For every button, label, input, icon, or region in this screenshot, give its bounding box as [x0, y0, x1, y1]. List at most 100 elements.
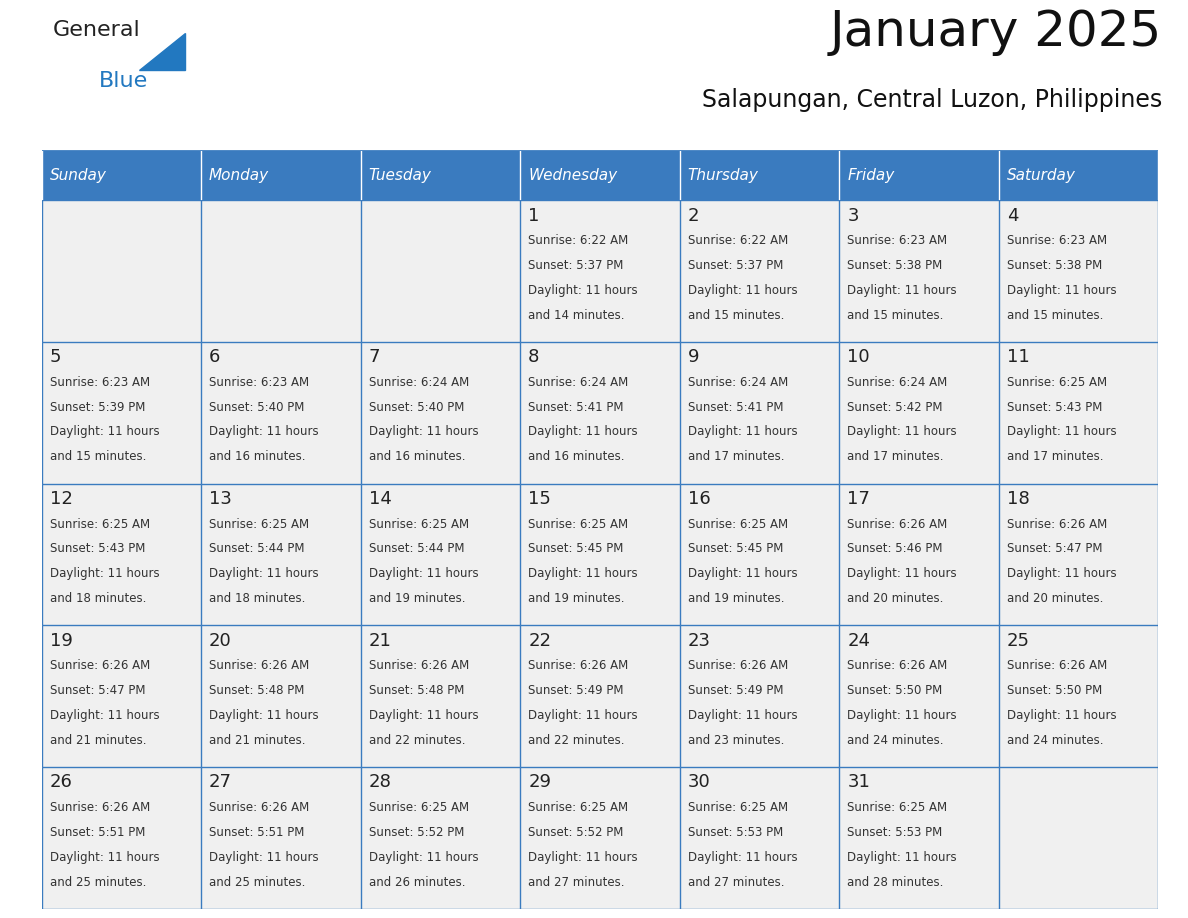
- Text: and 20 minutes.: and 20 minutes.: [1006, 592, 1104, 605]
- Text: Sunrise: 6:23 AM: Sunrise: 6:23 AM: [847, 234, 947, 247]
- Text: Daylight: 11 hours: Daylight: 11 hours: [209, 567, 318, 580]
- Text: Sunset: 5:52 PM: Sunset: 5:52 PM: [529, 826, 624, 839]
- Text: Daylight: 11 hours: Daylight: 11 hours: [50, 567, 159, 580]
- Text: General: General: [52, 20, 140, 40]
- Text: Wednesday: Wednesday: [529, 168, 618, 184]
- Text: and 28 minutes.: and 28 minutes.: [847, 876, 943, 889]
- Text: Sunrise: 6:26 AM: Sunrise: 6:26 AM: [209, 659, 309, 672]
- Text: Sunset: 5:51 PM: Sunset: 5:51 PM: [209, 826, 304, 839]
- FancyBboxPatch shape: [680, 767, 839, 909]
- Text: Sunrise: 6:25 AM: Sunrise: 6:25 AM: [50, 518, 150, 531]
- Text: 8: 8: [529, 348, 539, 366]
- Text: Daylight: 11 hours: Daylight: 11 hours: [847, 851, 956, 864]
- FancyBboxPatch shape: [520, 200, 680, 341]
- Text: Sunrise: 6:26 AM: Sunrise: 6:26 AM: [529, 659, 628, 672]
- Text: and 16 minutes.: and 16 minutes.: [529, 451, 625, 464]
- Text: 17: 17: [847, 490, 870, 508]
- FancyBboxPatch shape: [999, 767, 1158, 909]
- Text: and 16 minutes.: and 16 minutes.: [368, 451, 466, 464]
- Text: Sunrise: 6:25 AM: Sunrise: 6:25 AM: [529, 801, 628, 814]
- Text: Sunset: 5:41 PM: Sunset: 5:41 PM: [688, 400, 783, 414]
- FancyBboxPatch shape: [839, 767, 999, 909]
- Text: Sunrise: 6:26 AM: Sunrise: 6:26 AM: [847, 518, 948, 531]
- Text: Tuesday: Tuesday: [368, 168, 431, 184]
- Text: 2: 2: [688, 207, 700, 225]
- Text: and 15 minutes.: and 15 minutes.: [847, 308, 943, 321]
- FancyBboxPatch shape: [839, 341, 999, 484]
- Text: and 18 minutes.: and 18 minutes.: [50, 592, 146, 605]
- Text: Sunset: 5:52 PM: Sunset: 5:52 PM: [368, 826, 465, 839]
- FancyBboxPatch shape: [999, 625, 1158, 767]
- Text: 11: 11: [1006, 348, 1030, 366]
- Text: Sunrise: 6:26 AM: Sunrise: 6:26 AM: [368, 659, 469, 672]
- Text: Sunrise: 6:23 AM: Sunrise: 6:23 AM: [1006, 234, 1107, 247]
- Text: Sunset: 5:40 PM: Sunset: 5:40 PM: [368, 400, 465, 414]
- Text: Sunrise: 6:25 AM: Sunrise: 6:25 AM: [368, 801, 469, 814]
- FancyBboxPatch shape: [680, 341, 839, 484]
- Text: Sunset: 5:42 PM: Sunset: 5:42 PM: [847, 400, 943, 414]
- Text: 13: 13: [209, 490, 232, 508]
- Text: Daylight: 11 hours: Daylight: 11 hours: [847, 567, 956, 580]
- Text: Daylight: 11 hours: Daylight: 11 hours: [847, 709, 956, 722]
- Text: Sunset: 5:43 PM: Sunset: 5:43 PM: [1006, 400, 1102, 414]
- FancyBboxPatch shape: [839, 151, 999, 200]
- Text: Daylight: 11 hours: Daylight: 11 hours: [688, 425, 797, 439]
- Text: and 21 minutes.: and 21 minutes.: [50, 733, 146, 746]
- Text: 20: 20: [209, 632, 232, 650]
- Text: Sunset: 5:44 PM: Sunset: 5:44 PM: [209, 543, 304, 555]
- Text: and 21 minutes.: and 21 minutes.: [209, 733, 305, 746]
- Text: Daylight: 11 hours: Daylight: 11 hours: [688, 567, 797, 580]
- Text: Sunrise: 6:25 AM: Sunrise: 6:25 AM: [688, 518, 788, 531]
- Text: Daylight: 11 hours: Daylight: 11 hours: [529, 709, 638, 722]
- FancyBboxPatch shape: [201, 625, 361, 767]
- Text: and 24 minutes.: and 24 minutes.: [847, 733, 943, 746]
- Text: Daylight: 11 hours: Daylight: 11 hours: [368, 567, 479, 580]
- FancyBboxPatch shape: [680, 484, 839, 625]
- Text: Sunset: 5:48 PM: Sunset: 5:48 PM: [368, 684, 465, 697]
- Text: and 18 minutes.: and 18 minutes.: [209, 592, 305, 605]
- Text: Daylight: 11 hours: Daylight: 11 hours: [847, 284, 956, 297]
- Text: and 26 minutes.: and 26 minutes.: [368, 876, 466, 889]
- FancyBboxPatch shape: [361, 625, 520, 767]
- FancyBboxPatch shape: [42, 341, 201, 484]
- Text: 26: 26: [50, 774, 72, 791]
- Text: Daylight: 11 hours: Daylight: 11 hours: [1006, 425, 1117, 439]
- Text: and 22 minutes.: and 22 minutes.: [529, 733, 625, 746]
- Text: Daylight: 11 hours: Daylight: 11 hours: [209, 851, 318, 864]
- FancyBboxPatch shape: [520, 484, 680, 625]
- Polygon shape: [139, 33, 185, 70]
- Text: Sunrise: 6:25 AM: Sunrise: 6:25 AM: [529, 518, 628, 531]
- Text: and 27 minutes.: and 27 minutes.: [688, 876, 784, 889]
- Text: Sunset: 5:50 PM: Sunset: 5:50 PM: [1006, 684, 1102, 697]
- Text: Sunset: 5:37 PM: Sunset: 5:37 PM: [688, 259, 783, 272]
- FancyBboxPatch shape: [520, 341, 680, 484]
- Text: and 15 minutes.: and 15 minutes.: [50, 451, 146, 464]
- Text: and 17 minutes.: and 17 minutes.: [1006, 451, 1104, 464]
- FancyBboxPatch shape: [520, 767, 680, 909]
- Text: 28: 28: [368, 774, 392, 791]
- Text: 10: 10: [847, 348, 870, 366]
- FancyBboxPatch shape: [201, 200, 361, 341]
- Text: Daylight: 11 hours: Daylight: 11 hours: [529, 567, 638, 580]
- Text: Sunset: 5:45 PM: Sunset: 5:45 PM: [688, 543, 783, 555]
- FancyBboxPatch shape: [361, 484, 520, 625]
- Text: Sunrise: 6:26 AM: Sunrise: 6:26 AM: [50, 801, 150, 814]
- Text: Monday: Monday: [209, 168, 270, 184]
- Text: 22: 22: [529, 632, 551, 650]
- Text: Sunset: 5:49 PM: Sunset: 5:49 PM: [688, 684, 783, 697]
- Text: Sunday: Sunday: [50, 168, 107, 184]
- Text: Daylight: 11 hours: Daylight: 11 hours: [50, 425, 159, 439]
- FancyBboxPatch shape: [361, 200, 520, 341]
- Text: Daylight: 11 hours: Daylight: 11 hours: [209, 425, 318, 439]
- Text: 14: 14: [368, 490, 392, 508]
- FancyBboxPatch shape: [42, 625, 201, 767]
- Text: and 19 minutes.: and 19 minutes.: [688, 592, 784, 605]
- Text: 25: 25: [1006, 632, 1030, 650]
- FancyBboxPatch shape: [999, 341, 1158, 484]
- Text: Sunset: 5:47 PM: Sunset: 5:47 PM: [1006, 543, 1102, 555]
- Text: and 15 minutes.: and 15 minutes.: [1006, 308, 1104, 321]
- Text: Sunset: 5:53 PM: Sunset: 5:53 PM: [688, 826, 783, 839]
- Text: Sunset: 5:43 PM: Sunset: 5:43 PM: [50, 543, 145, 555]
- Text: Sunset: 5:51 PM: Sunset: 5:51 PM: [50, 826, 145, 839]
- Text: Sunrise: 6:23 AM: Sunrise: 6:23 AM: [209, 375, 309, 389]
